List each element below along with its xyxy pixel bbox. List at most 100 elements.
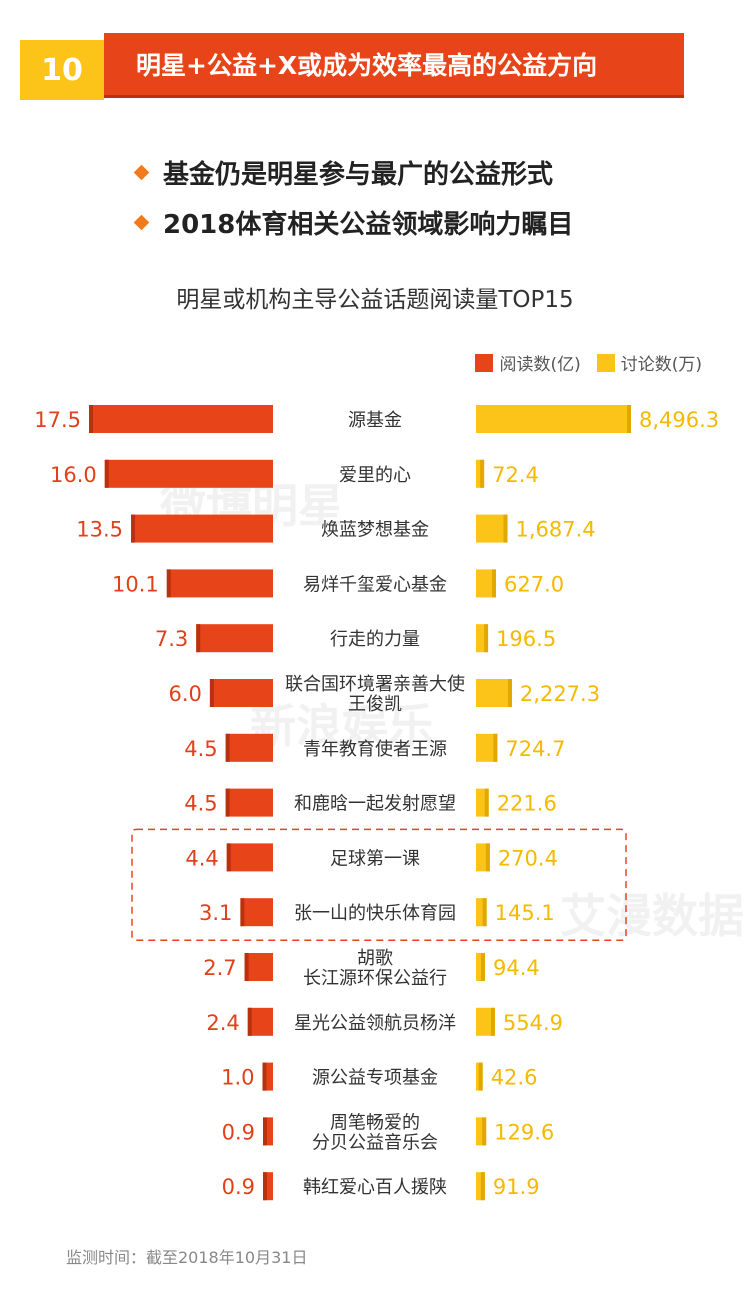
reads-value-label: 6.0 — [169, 682, 202, 706]
discussions-value-label: 145.1 — [495, 901, 555, 925]
discussions-value-label: 94.4 — [493, 956, 540, 980]
discussions-bar-edge — [507, 679, 512, 707]
legend-item-discussions: 讨论数(万) — [596, 350, 702, 375]
discussions-value-label: 554.9 — [503, 1011, 563, 1035]
discussions-value-label: 270.4 — [498, 846, 558, 870]
bullet-item-2: 2018体育相关公益领域影响力瞩目 — [133, 204, 574, 241]
discussions-bar — [476, 1117, 487, 1146]
discussions-bar-edge — [492, 569, 497, 598]
category-label: 源公益专项基金 — [312, 1068, 438, 1089]
discussions-bar-edge — [485, 843, 490, 872]
category-label: 爱里的心 — [339, 465, 411, 486]
discussions-value-label: 72.4 — [492, 463, 539, 487]
reads-bar — [166, 569, 273, 598]
reads-bar-edge — [166, 569, 171, 598]
reads-bar-edge — [225, 733, 230, 762]
section-title-banner: 明星+公益+X或成为效率最高的公益方向 — [104, 33, 684, 95]
reads-bar — [131, 514, 273, 543]
discussions-value-label: 221.6 — [497, 792, 557, 816]
bullet-text: 基金仍是明星参与最广的公益形式 — [163, 160, 554, 190]
reads-bar-edge — [131, 514, 136, 543]
discussions-bar-edge — [493, 733, 498, 762]
discussions-bar-edge — [484, 624, 489, 653]
category-label: 焕蓝梦想基金 — [321, 520, 429, 541]
discussions-value-label: 91.9 — [493, 1175, 540, 1199]
discussions-bar — [476, 1172, 485, 1201]
reads-value-label: 2.7 — [203, 956, 236, 980]
reads-bar-edge — [225, 788, 230, 817]
discussions-bar-edge — [484, 788, 489, 817]
reads-bar — [262, 1062, 273, 1091]
discussions-value-label: 627.0 — [504, 572, 564, 596]
highlight-box — [131, 828, 627, 941]
watermark-sina: 新浪娱乐 — [250, 699, 434, 753]
reads-value-label: 13.5 — [76, 518, 123, 542]
reads-value-label: 16.0 — [50, 463, 97, 487]
reads-bar — [247, 1007, 273, 1036]
reads-bar-edge — [89, 405, 93, 433]
bullet-item-1: 基金仍是明星参与最广的公益形式 — [133, 154, 554, 191]
reads-bar-edge — [104, 459, 109, 488]
category-label: 源基金 — [348, 410, 402, 431]
discussions-bar — [476, 459, 485, 488]
category-label: 行走的力量 — [330, 629, 420, 650]
category-label: 星光公益领航员杨洋 — [294, 1013, 456, 1034]
reads-value-label: 0.9 — [222, 1120, 255, 1144]
chart-title: 明星或机构主导公益话题阅读量TOP15 — [176, 287, 574, 313]
discussions-value-label: 8,496.3 — [639, 408, 719, 432]
reads-bar-edge — [196, 624, 201, 653]
discussions-bar — [476, 953, 485, 981]
reads-bar — [104, 459, 274, 488]
category-label: 韩红爱心百人援陕 — [303, 1177, 447, 1198]
discussions-bar-edge — [478, 1062, 483, 1091]
category-label: 和鹿晗一起发射愿望 — [294, 794, 456, 815]
reads-bar — [209, 679, 273, 707]
category-label: 足球第一课 — [330, 848, 420, 869]
discussions-bar — [476, 569, 497, 598]
discussions-bar — [476, 405, 631, 433]
reads-value-label: 7.3 — [155, 627, 188, 651]
reads-bar — [263, 1117, 273, 1146]
discussions-bar-edge — [627, 405, 631, 433]
footer-note: 监测时间：截至2018年10月31日 — [66, 1248, 308, 1267]
legend-label-discussions: 讨论数(万) — [620, 355, 702, 375]
reads-bar — [240, 898, 273, 927]
bar-chart: 17.5 8,496.3 源基金 16.0 72.4 爱里的心 13.5 1,687.4 焕蓝梦… — [34, 405, 719, 1201]
reads-bar-edge — [244, 953, 249, 981]
chart-legend: 阅读数(亿) 讨论数(万) — [459, 350, 702, 375]
discussions-bar-edge — [482, 1117, 487, 1146]
reads-value-label: 0.9 — [222, 1175, 255, 1199]
discussions-value-label: 724.7 — [505, 737, 565, 761]
category-label: 易烊千玺爱心基金 — [303, 574, 447, 595]
discussions-bar-edge — [480, 1172, 485, 1201]
discussions-bar-edge — [480, 459, 485, 488]
discussions-bar — [476, 514, 508, 543]
reads-bar-edge — [262, 1062, 267, 1091]
reads-value-label: 10.1 — [112, 572, 159, 596]
discussions-bar-edge — [490, 1007, 495, 1036]
discussions-bar-edge — [480, 953, 485, 981]
legend-swatch-yellow — [596, 353, 615, 372]
discussions-value-label: 42.6 — [491, 1066, 538, 1090]
discussions-value-label: 196.5 — [496, 627, 556, 651]
reads-value-label: 4.4 — [185, 846, 218, 870]
reads-bar — [225, 733, 273, 762]
legend-swatch-red — [475, 353, 494, 372]
reads-bar — [89, 405, 273, 433]
discussions-bar — [476, 733, 498, 762]
discussions-value-label: 2,227.3 — [520, 682, 600, 706]
reads-bar-edge — [247, 1007, 252, 1036]
reads-bar-edge — [263, 1172, 267, 1201]
reads-value-label: 17.5 — [34, 408, 81, 432]
bullet-text: 2018体育相关公益领域影响力瞩目 — [163, 210, 574, 240]
discussions-bar — [476, 1007, 495, 1036]
reads-value-label: 4.5 — [184, 792, 217, 816]
category-label: 联合国环境署亲善大使王俊凯 — [285, 674, 465, 715]
discussions-bar — [476, 898, 487, 927]
reads-bar — [226, 843, 273, 872]
reads-value-label: 2.4 — [206, 1011, 239, 1035]
reads-bar-edge — [263, 1117, 267, 1146]
discussions-value-label: 129.6 — [494, 1120, 554, 1144]
reads-bar — [225, 788, 273, 817]
discussions-bar-edge — [503, 514, 508, 543]
